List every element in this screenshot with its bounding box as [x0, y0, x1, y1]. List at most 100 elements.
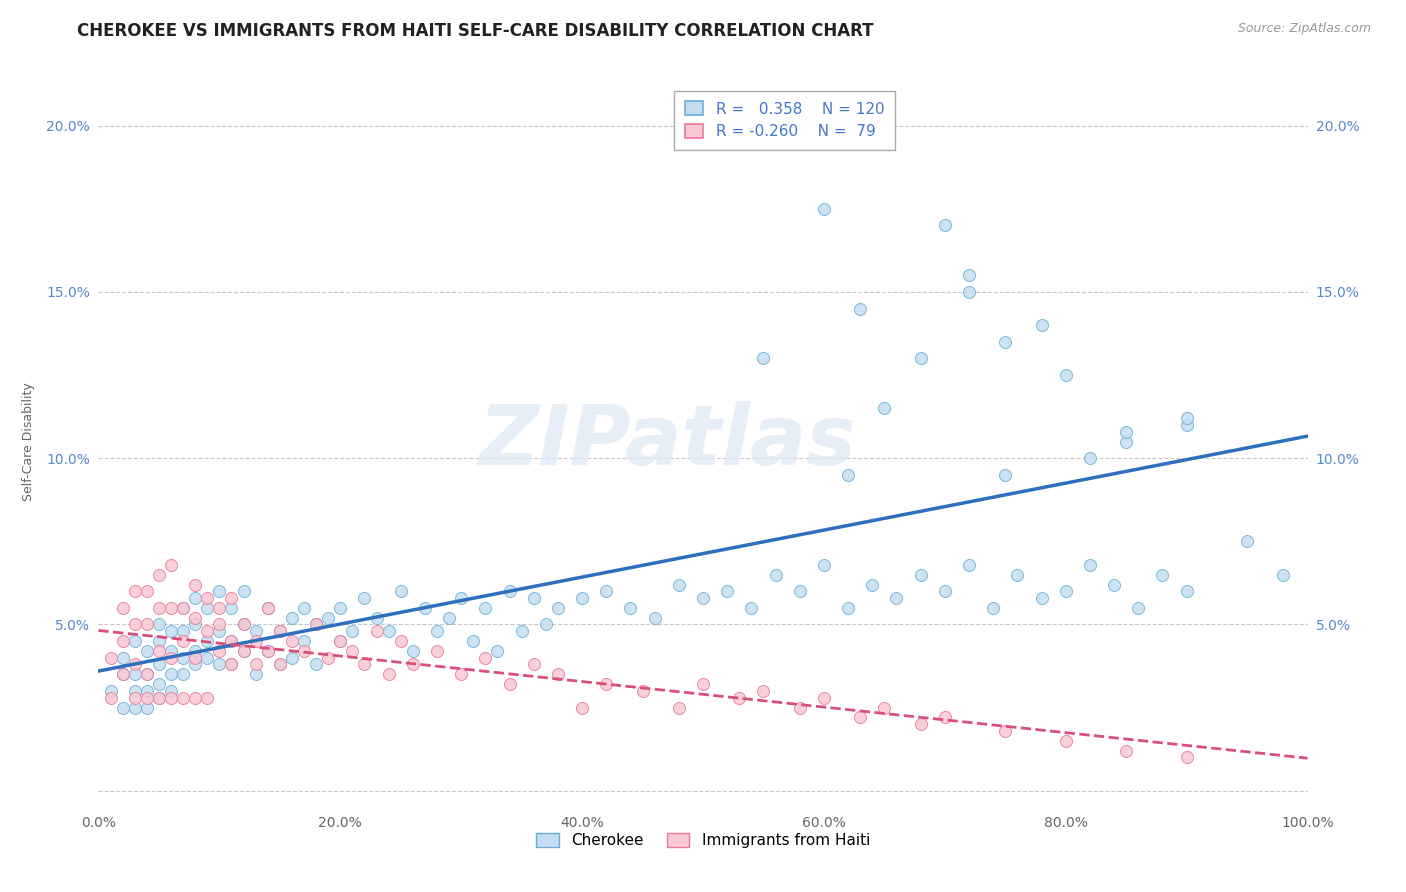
Point [813, 202, 835, 216]
Point [837, 467, 859, 482]
Point [148, 690, 170, 705]
Point [377, 624, 399, 638]
Point [148, 657, 170, 672]
Point [668, 577, 690, 591]
Point [342, 624, 364, 638]
Point [221, 657, 243, 672]
Point [631, 684, 654, 698]
Point [389, 584, 412, 599]
Point [172, 690, 194, 705]
Point [124, 657, 146, 672]
Point [135, 690, 157, 705]
Point [172, 600, 194, 615]
Point [910, 351, 932, 366]
Point [232, 617, 254, 632]
Point [426, 624, 449, 638]
Point [1078, 558, 1101, 572]
Point [232, 617, 254, 632]
Point [245, 667, 267, 681]
Point [389, 634, 412, 648]
Point [245, 657, 267, 672]
Point [221, 591, 243, 605]
Point [910, 567, 932, 582]
Point [595, 584, 617, 599]
Point [849, 301, 872, 316]
Point [463, 634, 485, 648]
Point [269, 657, 291, 672]
Point [195, 624, 218, 638]
Point [934, 219, 956, 233]
Point [571, 700, 593, 714]
Point [160, 650, 183, 665]
Point [111, 700, 134, 714]
Point [934, 584, 956, 599]
Point [994, 723, 1017, 738]
Point [208, 617, 231, 632]
Point [160, 684, 183, 698]
Point [450, 667, 472, 681]
Point [1175, 750, 1198, 764]
Point [1054, 733, 1077, 747]
Point [111, 634, 134, 648]
Point [221, 634, 243, 648]
Point [873, 401, 896, 416]
Point [547, 667, 569, 681]
Point [195, 591, 218, 605]
Point [716, 584, 738, 599]
Point [111, 667, 134, 681]
Point [534, 617, 557, 632]
Point [450, 591, 472, 605]
Point [668, 700, 690, 714]
Point [752, 684, 775, 698]
Point [1007, 567, 1029, 582]
Point [329, 634, 352, 648]
Point [1115, 434, 1137, 449]
Point [160, 667, 183, 681]
Point [1031, 318, 1053, 333]
Point [281, 650, 304, 665]
Point [740, 600, 762, 615]
Point [160, 644, 183, 658]
Point [692, 677, 714, 691]
Point [245, 634, 267, 648]
Point [765, 567, 787, 582]
Point [184, 644, 207, 658]
Point [595, 677, 617, 691]
Point [329, 600, 352, 615]
Point [124, 584, 146, 599]
Point [957, 285, 980, 299]
Point [571, 591, 593, 605]
Point [329, 634, 352, 648]
Point [813, 690, 835, 705]
Point [292, 600, 315, 615]
Point [1175, 584, 1198, 599]
Point [160, 600, 183, 615]
Point [353, 591, 375, 605]
Point [789, 584, 811, 599]
Point [474, 600, 496, 615]
Point [644, 611, 666, 625]
Point [135, 584, 157, 599]
Point [184, 650, 207, 665]
Point [1272, 567, 1295, 582]
Point [195, 600, 218, 615]
Point [148, 600, 170, 615]
Point [232, 584, 254, 599]
Point [208, 584, 231, 599]
Point [1115, 744, 1137, 758]
Point [1115, 425, 1137, 439]
Point [148, 644, 170, 658]
Point [135, 667, 157, 681]
Point [148, 634, 170, 648]
Point [437, 611, 460, 625]
Point [172, 624, 194, 638]
Point [245, 624, 267, 638]
Point [486, 644, 509, 658]
Point [957, 558, 980, 572]
Point [172, 650, 194, 665]
Point [752, 351, 775, 366]
Point [860, 577, 883, 591]
Point [934, 710, 956, 724]
Point [184, 617, 207, 632]
Point [1102, 577, 1125, 591]
